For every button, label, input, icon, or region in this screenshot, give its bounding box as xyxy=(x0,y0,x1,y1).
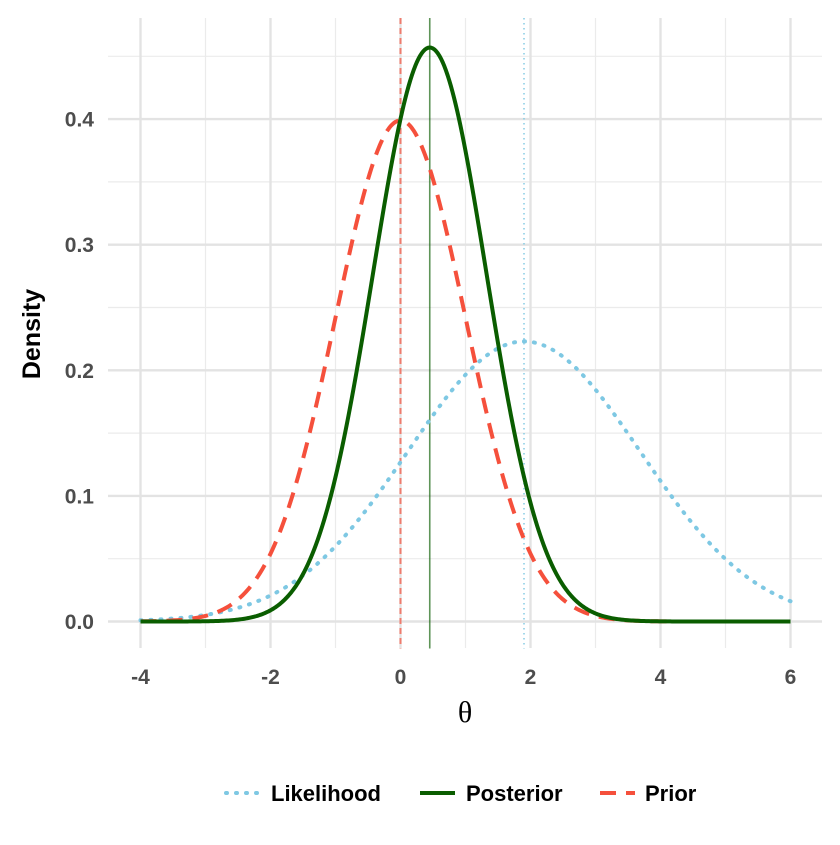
y-axis-title: Density xyxy=(18,289,46,379)
y-tick-label: 0.4 xyxy=(65,109,95,132)
legend-label-posterior: Posterior xyxy=(466,781,563,806)
y-tick-label: 0.1 xyxy=(65,485,95,508)
x-tick-label: 2 xyxy=(525,666,537,689)
series-line-posterior xyxy=(140,45,791,624)
y-tick-label: 0.3 xyxy=(65,234,94,257)
grid-layer xyxy=(108,18,822,648)
reference-lines xyxy=(399,18,525,649)
tick-labels: -4 -2 0 2 4 6 0.0 0.1 0.2 0.3 0.4 xyxy=(65,109,797,689)
legend-label-prior: Prior xyxy=(645,781,697,806)
x-axis-title: θ xyxy=(458,696,472,729)
legend-label-likelihood: Likelihood xyxy=(271,781,381,806)
x-tick-label: 0 xyxy=(395,666,407,689)
x-tick-label: -2 xyxy=(261,666,280,689)
series-layer xyxy=(138,45,793,624)
y-tick-label: 0.0 xyxy=(65,611,94,634)
legend: Likelihood Posterior Prior xyxy=(224,781,697,806)
x-tick-label: -4 xyxy=(131,666,150,689)
x-tick-label: 4 xyxy=(655,666,667,689)
y-tick-label: 0.2 xyxy=(65,360,94,383)
x-tick-label: 6 xyxy=(785,666,797,689)
series-line-likelihood xyxy=(138,339,793,623)
